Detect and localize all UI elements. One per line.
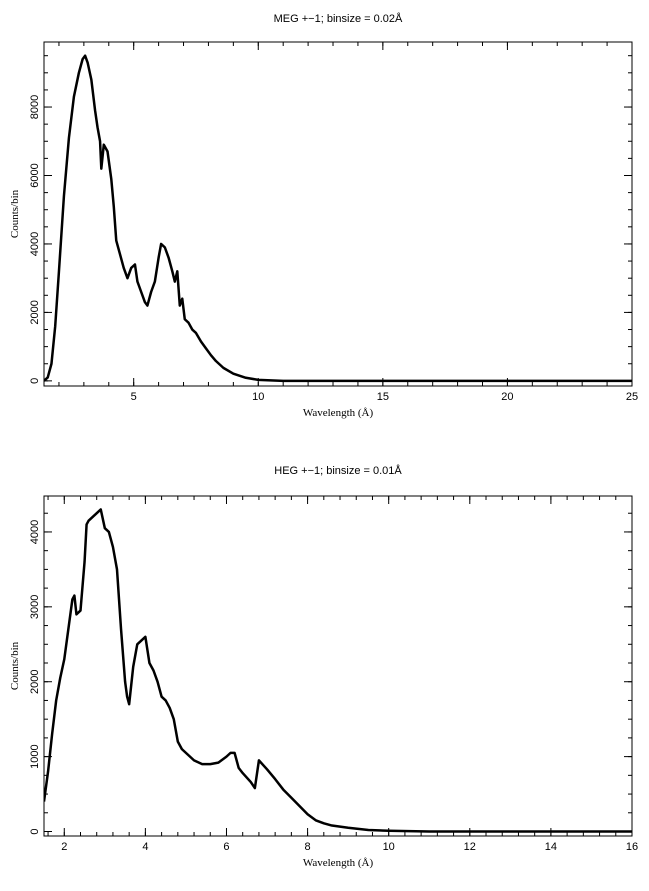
heg-spectrum-panel: HEG +−1; binsize = 0.01Å 2 4 6 8 10 12 14 16 0 100… xyxy=(0,445,649,891)
y-tick-label: 2000 xyxy=(29,669,41,693)
y-tick-label: 6000 xyxy=(29,163,41,187)
y-tick-label: 8000 xyxy=(29,95,41,119)
spectrum-line xyxy=(44,54,632,383)
x-tick-label: 10 xyxy=(252,391,264,403)
x-tick-label: 16 xyxy=(626,841,638,853)
plot-frame xyxy=(43,41,633,387)
x-axis-label: Wavelength (Å) xyxy=(303,407,374,419)
x-tick-label: 15 xyxy=(377,391,389,403)
x-tick-label: 20 xyxy=(501,391,513,403)
x-tick-label: 10 xyxy=(383,841,395,853)
x-tick-label: 5 xyxy=(131,391,137,403)
heg-spectrum-chart: HEG +−1; binsize = 0.01Å 2 4 6 8 10 12 14 16 0 100… xyxy=(9,464,638,869)
y-tick-label: 4000 xyxy=(29,520,41,544)
chart-title: MEG +−1; binsize = 0.02Å xyxy=(274,12,403,25)
x-tick-label: 8 xyxy=(305,841,311,853)
y-tick-label: 3000 xyxy=(29,595,41,619)
x-tick-label: 12 xyxy=(464,841,476,853)
meg-spectrum-chart: MEG +−1; binsize = 0.02Å 5 10 15 20 25 0 2000 40… xyxy=(9,12,638,419)
x-axis-label: Wavelength (Å) xyxy=(303,857,374,869)
y-tick-label: 2000 xyxy=(29,300,41,324)
meg-spectrum-panel: MEG +−1; binsize = 0.02Å 5 10 15 20 25 0 2000 40… xyxy=(0,0,649,445)
spectrum-line xyxy=(44,508,632,833)
y-tick-label: 0 xyxy=(29,828,41,834)
x-tick-label: 6 xyxy=(223,841,229,853)
chart-title: HEG +−1; binsize = 0.01Å xyxy=(274,464,402,477)
y-tick-label: 0 xyxy=(29,378,41,384)
x-tick-label: 14 xyxy=(545,841,557,853)
y-axis-label: Counts/bin xyxy=(9,189,21,238)
plot-frame xyxy=(43,495,633,837)
x-tick-label: 25 xyxy=(626,391,638,403)
x-tick-label: 2 xyxy=(61,841,67,853)
y-tick-label: 4000 xyxy=(29,232,41,256)
y-tick-label: 1000 xyxy=(29,744,41,768)
x-tick-label: 4 xyxy=(142,841,148,853)
y-axis-label: Counts/bin xyxy=(9,641,21,690)
